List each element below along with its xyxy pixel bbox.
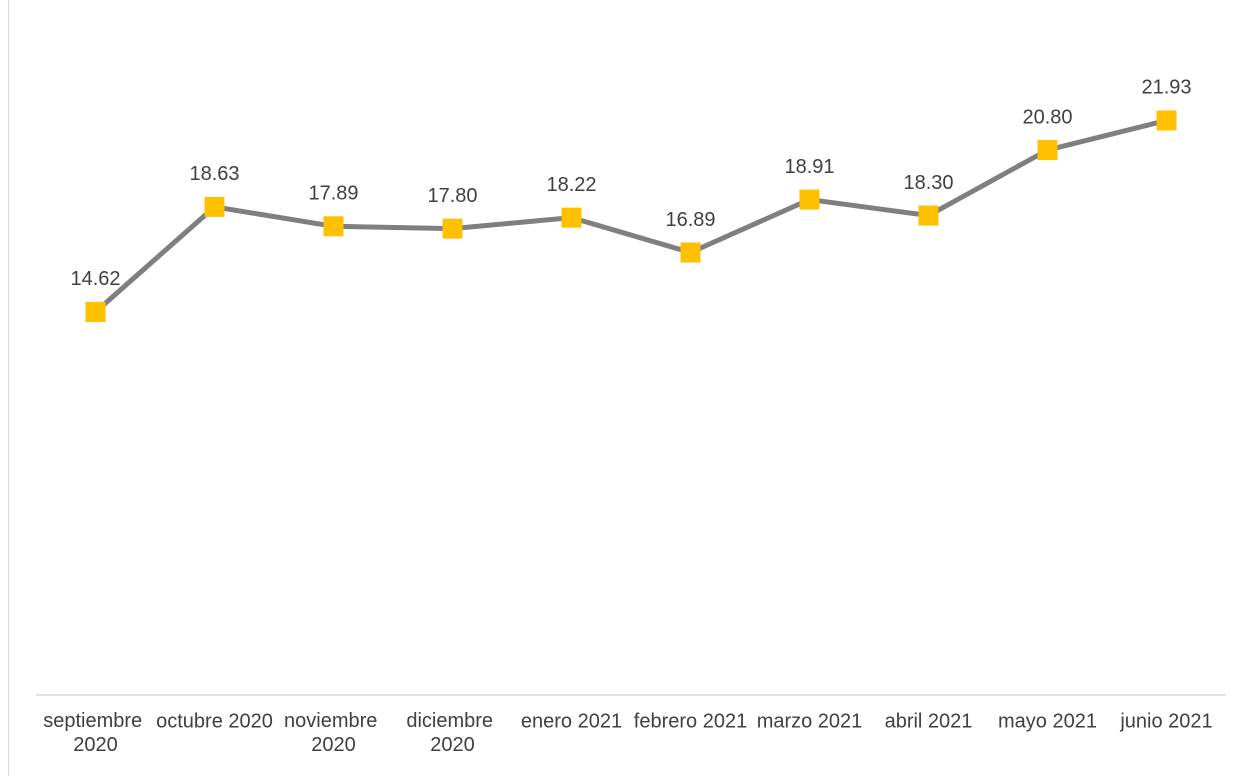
data-label: 18.22	[546, 174, 596, 196]
data-label: 18.30	[903, 172, 953, 194]
x-tick-label: abril 2021	[885, 710, 973, 732]
data-label: 16.89	[665, 209, 715, 231]
x-tick-label: junio 2021	[1119, 710, 1212, 732]
marker	[1037, 140, 1058, 161]
x-tick-label: marzo 2021	[757, 710, 863, 732]
x-tick-label: mayo 2021	[998, 710, 1097, 732]
marker	[918, 205, 939, 226]
marker	[442, 218, 463, 239]
chart-border	[8, 0, 9, 776]
x-tick-label: octubre 2020	[156, 710, 273, 732]
data-label: 18.91	[784, 156, 834, 178]
marker	[680, 242, 701, 263]
x-tick-label: enero 2021	[521, 710, 622, 732]
data-label: 14.62	[70, 268, 120, 290]
data-label: 17.80	[427, 185, 477, 207]
data-label: 17.89	[308, 183, 358, 205]
marker	[561, 207, 582, 228]
marker	[85, 301, 106, 322]
x-tick-label: diciembre 2020	[406, 710, 498, 756]
data-label: 18.63	[189, 163, 239, 185]
x-tick-label: febrero 2021	[634, 710, 747, 732]
marker	[799, 189, 820, 210]
marker	[204, 196, 225, 217]
x-tick-label: noviembre 2020	[284, 710, 383, 756]
data-label: 21.93	[1141, 77, 1191, 99]
marker	[1156, 110, 1177, 131]
data-label: 20.80	[1022, 106, 1072, 128]
x-tick-label: septiembre 2020	[43, 710, 148, 756]
line	[93, 118, 1168, 314]
marker	[323, 216, 344, 237]
